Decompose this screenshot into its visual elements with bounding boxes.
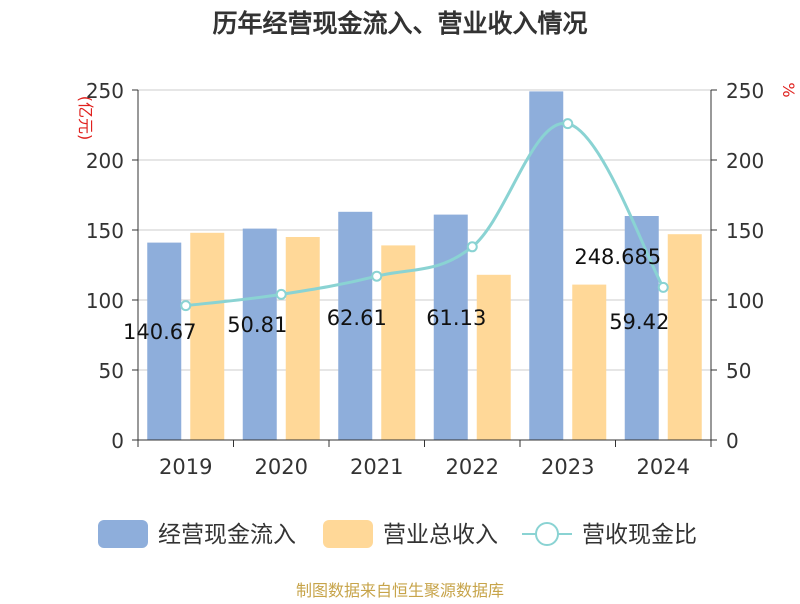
right-tick-label: 200 xyxy=(726,149,764,173)
legend-label: 营收现金比 xyxy=(582,522,697,548)
data-label: 248.685 xyxy=(574,245,661,269)
bar-revenue xyxy=(476,274,511,440)
bar-cash-inflow xyxy=(433,214,468,440)
left-tick-label: 100 xyxy=(86,289,124,313)
x-tick-label: 2021 xyxy=(350,455,403,479)
ratio-point xyxy=(657,281,669,293)
data-label: 140.67 xyxy=(123,320,196,344)
legend: 经营现金流入 营业总收入 营收现金比 xyxy=(98,520,697,548)
data-label: 62.61 xyxy=(327,306,387,330)
legend-swatch xyxy=(323,520,373,548)
left-tick-label: 50 xyxy=(99,359,124,383)
left-tick-label: 250 xyxy=(86,79,124,103)
ratio-point xyxy=(371,270,383,282)
bar-cash-inflow xyxy=(242,228,277,440)
left-tick-label: 200 xyxy=(86,149,124,173)
bar-revenue xyxy=(572,284,607,440)
ratio-line xyxy=(180,118,669,312)
right-tick-label: 250 xyxy=(726,79,764,103)
grid-lines xyxy=(138,89,711,371)
bar-cash-inflow xyxy=(338,211,373,440)
bar-cash-inflow xyxy=(147,242,182,440)
right-tick-label: 50 xyxy=(726,359,751,383)
legend-marker xyxy=(535,522,559,546)
left-tick-label: 0 xyxy=(111,429,124,453)
x-tick-label: 2022 xyxy=(446,455,499,479)
right-tick-label: 0 xyxy=(726,429,739,453)
right-tick-label: 100 xyxy=(726,289,764,313)
axes: 0 50 100 150 200 250 0 50 100 150 200 250 2019 2020 20… xyxy=(86,79,764,479)
right-axis-unit: % xyxy=(779,82,798,97)
x-tick-label: 2020 xyxy=(255,455,308,479)
left-tick-label: 150 xyxy=(86,219,124,243)
ratio-point xyxy=(466,241,478,253)
bar-revenue xyxy=(667,234,702,440)
bar-cash-inflow xyxy=(529,91,564,441)
legend-label: 经营现金流入 xyxy=(158,522,296,548)
bar-cash-inflow xyxy=(624,216,659,440)
x-tick-label: 2023 xyxy=(541,455,594,479)
bar-revenue xyxy=(381,245,416,440)
data-label: 59.42 xyxy=(609,310,669,334)
chart-title: 历年经营现金流入、营业收入情况 xyxy=(212,9,587,38)
left-axis-unit: (亿元) xyxy=(76,96,95,141)
legend-label: 营业总收入 xyxy=(383,522,498,548)
bar-revenue xyxy=(285,237,320,440)
x-tick-label: 2024 xyxy=(637,455,690,479)
ratio-point xyxy=(180,300,192,312)
source-note: 制图数据来自恒生聚源数据库 xyxy=(296,581,504,600)
right-tick-label: 150 xyxy=(726,219,764,243)
bars xyxy=(147,91,702,441)
ratio-point xyxy=(275,288,287,300)
data-labels: 140.67 50.81 62.61 61.13 248.685 59.42 xyxy=(123,245,669,344)
bar-revenue xyxy=(190,232,225,440)
data-label: 50.81 xyxy=(227,313,287,337)
ratio-point xyxy=(562,118,574,130)
legend-swatch xyxy=(98,520,148,548)
x-tick-label: 2019 xyxy=(159,455,212,479)
data-label: 61.13 xyxy=(426,306,486,330)
